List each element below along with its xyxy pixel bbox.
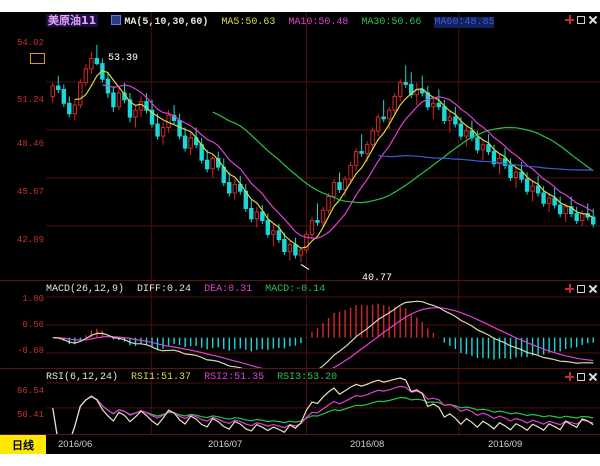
- macd-panel-legend: MACD(26,12,9) DIFF:0.24 DEA:0.31 MACD:-0…: [46, 283, 332, 296]
- macd-tick-2: -0.68: [16, 346, 44, 356]
- macd-tick-1: 0.56: [22, 320, 44, 330]
- symbol-label[interactable]: 美原油11: [46, 14, 99, 27]
- price-tick-3: 42.89: [16, 235, 44, 245]
- price-tick-2: 45.67: [16, 187, 44, 197]
- ma60-legend: MA60:48.85: [434, 17, 495, 28]
- maximize-panel-icon[interactable]: [577, 372, 585, 381]
- high-label: 53.39: [108, 53, 139, 64]
- date-label-1: 2016/07: [208, 439, 243, 450]
- price-panel-legend: 美原油11 MA(5,10,30,60) MA5:50.63 MA10:50.4…: [46, 14, 501, 28]
- macd-dea-legend: DEA:0.31: [204, 284, 253, 295]
- rsi-panel-legend: RSI(6,12,24) RSI1:51.37 RSI2:51.35 RSI3:…: [46, 371, 344, 384]
- low-label: 40.77: [362, 273, 393, 284]
- macd-indicator-label[interactable]: MACD(26,12,9): [46, 284, 125, 295]
- rsi-tick-1: 50.41: [16, 410, 44, 420]
- price-plot-area[interactable]: [46, 12, 600, 280]
- rsi-panel-buttons[interactable]: [565, 371, 597, 382]
- price-panel[interactable]: 美原油11 MA(5,10,30,60) MA5:50.63 MA10:50.4…: [0, 12, 600, 284]
- add-indicator-icon[interactable]: [565, 284, 574, 293]
- close-panel-icon[interactable]: [588, 372, 597, 381]
- timeframe-badge[interactable]: 日线: [0, 435, 46, 454]
- rsi2-legend: RSI2:51.35: [204, 372, 265, 383]
- maximize-panel-icon[interactable]: [577, 284, 585, 293]
- time-axis: 日线 2016/06 2016/07 2016/08 2016/09: [0, 434, 600, 454]
- macd-panel-buttons[interactable]: [565, 283, 597, 294]
- macd-plot-area[interactable]: [46, 281, 600, 369]
- price-tick-0: 51.24: [16, 95, 44, 105]
- ma30-legend: MA30:50.66: [361, 17, 422, 28]
- date-label-2: 2016/08: [350, 439, 385, 450]
- maximize-panel-icon[interactable]: [577, 15, 585, 24]
- ma-legend-icon: [111, 15, 122, 25]
- date-label-3: 2016/09: [488, 439, 523, 450]
- ma-indicator-label[interactable]: MA(5,10,30,60): [111, 15, 208, 28]
- rsi1-legend: RSI1:51.37: [131, 372, 192, 383]
- macd-diff-legend: DIFF:0.24: [137, 284, 192, 295]
- add-indicator-icon[interactable]: [565, 372, 574, 381]
- macd-panel[interactable]: MACD(26,12,9) DIFF:0.24 DEA:0.31 MACD:-0…: [0, 280, 600, 369]
- close-panel-icon[interactable]: [588, 284, 597, 293]
- ma5-legend: MA5:50.63: [221, 17, 276, 28]
- macd-macd-legend: MACD:-0.14: [265, 284, 326, 295]
- rsi3-legend: RSI3:53.20: [277, 372, 338, 383]
- rsi-tick-0: 86.54: [16, 386, 44, 396]
- ma10-legend: MA10:50.48: [288, 17, 349, 28]
- top-price-label: 54.02: [16, 38, 44, 48]
- chart-terminal: 美原油11 MA(5,10,30,60) MA5:50.63 MA10:50.4…: [0, 12, 600, 454]
- add-indicator-icon[interactable]: [565, 15, 574, 24]
- price-tick-1: 48.46: [16, 139, 44, 149]
- rsi-plot-area[interactable]: [46, 369, 600, 435]
- date-label-0: 2016/06: [58, 439, 93, 450]
- cursor-marker[interactable]: [30, 53, 45, 64]
- macd-tick-0: 1.80: [22, 294, 44, 304]
- rsi-indicator-label[interactable]: RSI(6,12,24): [46, 372, 119, 383]
- close-panel-icon[interactable]: [588, 15, 597, 24]
- rsi-panel[interactable]: RSI(6,12,24) RSI1:51.37 RSI2:51.35 RSI3:…: [0, 368, 600, 435]
- price-panel-buttons[interactable]: [565, 14, 597, 25]
